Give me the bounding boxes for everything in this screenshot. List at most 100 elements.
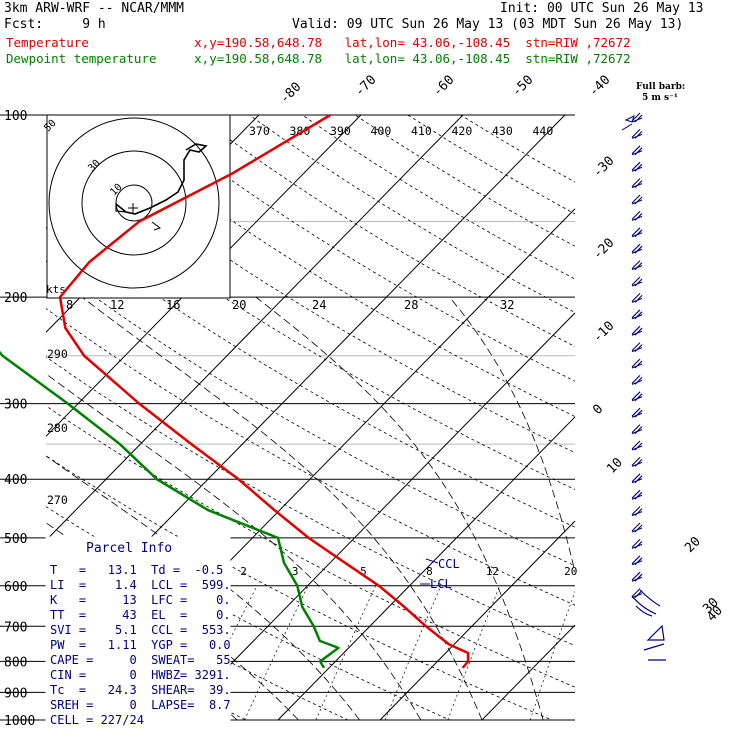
dry-adiabat-line	[143, 115, 575, 382]
dry-adiabat-line	[46, 260, 575, 567]
wind-barb	[631, 407, 643, 418]
wind-barb	[631, 588, 643, 599]
isotherm-line	[277, 416, 576, 721]
dry-adiabat-line	[301, 115, 575, 280]
dry-adiabat-line	[46, 455, 553, 720]
parcel-info-box	[45, 536, 231, 721]
wind-barb	[631, 506, 643, 517]
theta-e-label: 440	[533, 124, 554, 138]
isotherm-label: 20	[682, 534, 704, 556]
wind-barb	[631, 391, 643, 402]
parcel-info-row: Tc = 24.3 SHEAR= 39.	[50, 683, 231, 697]
isotherm-line	[481, 624, 576, 721]
wind-barb	[631, 161, 643, 172]
wind-barb	[631, 243, 643, 254]
theta-e-label: 430	[492, 124, 513, 138]
dewpoint-trace	[0, 350, 340, 669]
hodograph-speed-label: 28	[404, 298, 418, 312]
mixing-ratio-line	[529, 590, 575, 720]
parcel-info-row: SREH = 0 LAPSE= 8.7	[50, 698, 231, 712]
pressure-tick-label: 600	[4, 580, 27, 595]
mixing-ratio-label: 2	[240, 565, 247, 578]
parcel-info-title: Parcel Info	[86, 541, 172, 556]
dry-adiabat-label: 280	[47, 421, 68, 435]
mixing-ratio-line	[384, 585, 442, 720]
mixing-ratio-label: 8	[426, 565, 433, 578]
isotherm-label: -70	[352, 73, 379, 100]
wind-barb	[631, 358, 643, 369]
wind-barb	[631, 375, 643, 385]
temperature-trace	[58, 113, 470, 669]
parcel-info-row: CELL = 227/24	[50, 713, 144, 727]
isotherm-line	[45, 114, 464, 541]
moist-adiabat-line	[46, 455, 360, 720]
wind-barb	[631, 194, 643, 205]
wind-barb	[631, 457, 643, 467]
wind-barb	[621, 115, 635, 131]
pressure-tick-label: 100	[4, 109, 27, 124]
dry-adiabat-line	[460, 115, 575, 183]
pressure-tick-label: 700	[4, 620, 27, 635]
isotherm-label: 0	[590, 402, 606, 418]
mixing-ratio-label: 3	[292, 565, 299, 578]
theta-e-label: 410	[411, 124, 432, 138]
wind-barb	[631, 424, 643, 435]
hodograph-speed-label: 20	[232, 298, 246, 312]
isotherm-label: -40	[586, 73, 613, 100]
dewpoint-legend: Dewpoint temperature x,y=190.58,648.78 l…	[6, 51, 631, 66]
pressure-tick-label: 400	[4, 473, 27, 488]
model-title: 3km ARW-WRF -- NCAR/MMM	[4, 1, 185, 16]
hodograph-trace	[115, 143, 208, 215]
parcel-info-row: T = 13.1 Td = -0.5	[50, 563, 223, 577]
mixing-ratio-label: 5	[360, 565, 367, 578]
ccl-tick	[425, 558, 439, 564]
pressure-tick-label: 800	[4, 655, 27, 670]
dry-adiabat-line	[46, 213, 575, 528]
hodograph-arrow	[151, 221, 162, 231]
theta-e-label: 380	[290, 124, 311, 138]
wind-barb-low	[631, 589, 661, 617]
mixing-ratio-line	[315, 585, 376, 720]
wind-barb	[631, 555, 643, 566]
theta-e-label: 370	[249, 124, 270, 138]
dry-adiabat-label: 290	[47, 347, 68, 361]
wind-barb	[631, 342, 643, 353]
wind-barb	[631, 473, 643, 484]
moist-adiabat-line	[449, 296, 575, 574]
hodograph-ring	[81, 150, 187, 256]
wind-barb	[631, 178, 643, 189]
wind-barb	[631, 227, 643, 238]
pressure-tick-label: 1000	[4, 714, 35, 729]
dry-adiabat-line	[354, 115, 575, 247]
wind-barb	[631, 112, 643, 123]
isotherm-line	[175, 312, 576, 721]
hodograph-speed-label: 24	[312, 298, 326, 312]
pressure-tick-label: 200	[4, 291, 27, 306]
parcel-info-row: SVI = 5.1 CCL = 553.	[50, 623, 231, 637]
moist-adiabat-line	[255, 296, 544, 720]
hodograph-speed-label: 32	[500, 298, 514, 312]
ccl-label: CCL	[438, 557, 460, 571]
dry-adiabat-line	[249, 115, 575, 313]
wind-barb	[631, 276, 643, 287]
mixing-ratio-label: 12	[486, 565, 499, 578]
mixing-ratio-label: 20	[564, 565, 577, 578]
theta-e-label: 420	[452, 124, 473, 138]
isotherm-label: -80	[277, 80, 304, 107]
dry-adiabat-line	[46, 308, 575, 606]
isotherm-label: -10	[590, 319, 617, 346]
hodograph-speed-label: 16	[166, 298, 180, 312]
parcel-info-row: CAPE = 0 SWEAT= 55	[50, 653, 231, 667]
hodograph-ring	[48, 117, 220, 289]
theta-e-label: 390	[330, 124, 351, 138]
mixing-ratio-line	[244, 585, 309, 720]
wind-barb	[631, 571, 643, 582]
pressure-tick-label: 500	[4, 532, 27, 547]
moist-adiabat-line	[46, 373, 422, 720]
dry-adiabat-label: 270	[47, 493, 68, 507]
theta-e-label: 400	[371, 124, 392, 138]
init-time: Init: 00 UTC Sun 26 May 13	[500, 1, 704, 16]
wind-barb	[631, 539, 643, 549]
wind-barb-low	[643, 624, 666, 661]
wind-barb	[631, 129, 643, 139]
